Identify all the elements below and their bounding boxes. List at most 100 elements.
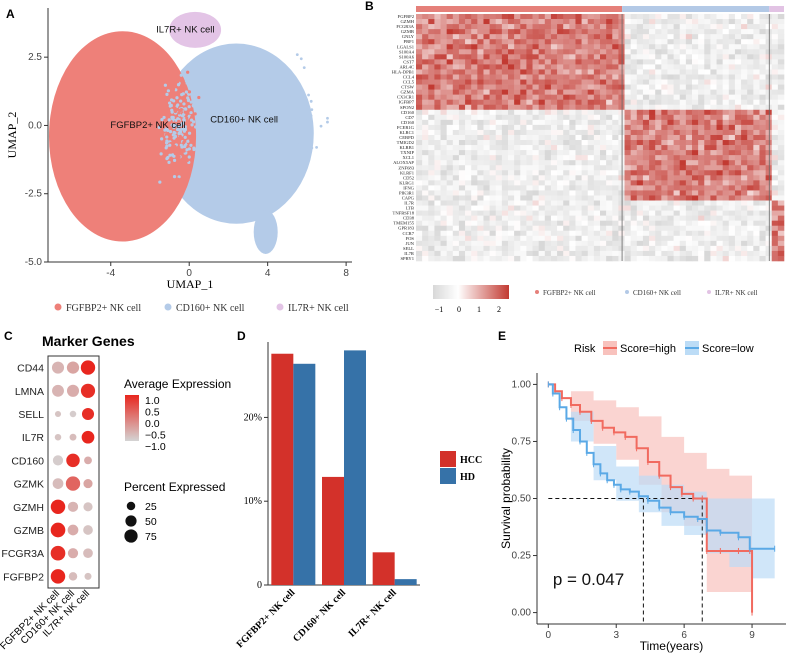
- heatmap-cell: [428, 155, 435, 161]
- heatmap-cell: [428, 49, 435, 55]
- heatmap-cell: [428, 225, 435, 232]
- heatmap-cell: [704, 94, 711, 100]
- heatmap-cell: [416, 14, 423, 20]
- umap-point: [176, 83, 181, 87]
- heatmap-cell: [581, 230, 589, 237]
- heatmap-cell: [667, 54, 674, 60]
- heatmap-cell: [771, 134, 779, 141]
- heatmap-cell: [747, 245, 754, 252]
- heatmap-cell: [636, 39, 644, 45]
- umap-point: [170, 98, 174, 102]
- heatmap-cell: [606, 74, 613, 80]
- heatmap-cell: [501, 245, 509, 252]
- heatmap-cell: [526, 235, 533, 242]
- heatmap-cell: [550, 104, 558, 111]
- umap-point: [296, 120, 300, 124]
- heatmap-cell: [753, 99, 760, 106]
- heatmap-cell: [489, 190, 497, 196]
- heatmap-cell: [777, 119, 785, 126]
- heatmap-cell: [471, 59, 478, 65]
- heatmap-cell: [771, 99, 779, 106]
- heatmap-cell: [489, 185, 497, 191]
- heatmap-cell: [753, 185, 760, 191]
- heatmap-cell: [606, 220, 613, 227]
- heatmap-cell: [520, 200, 527, 206]
- dot-mark: [67, 524, 79, 536]
- heatmap-cell: [618, 94, 625, 100]
- heatmap-cell: [753, 160, 760, 166]
- heatmap-cell: [642, 114, 650, 121]
- heatmap-cell: [557, 225, 564, 232]
- dotplot-title: Marker Genes: [42, 333, 135, 349]
- heatmap-cell: [698, 89, 705, 95]
- heatmap-cell: [593, 104, 601, 111]
- heatmap-cell: [440, 134, 447, 141]
- heatmap-cell: [710, 145, 717, 151]
- heatmap-cell: [679, 215, 687, 221]
- heatmap-cell: [563, 180, 570, 186]
- heatmap-cell: [618, 119, 625, 126]
- heatmap-cell: [716, 245, 723, 252]
- heatmap-cell: [550, 129, 558, 136]
- heatmap-cell: [593, 240, 601, 247]
- heatmap-cell: [765, 24, 773, 30]
- umap-point: [174, 123, 178, 127]
- heatmap-cell: [667, 79, 674, 85]
- heatmap-cell: [655, 134, 662, 141]
- heatmap-cell: [544, 160, 552, 166]
- heatmap-cell: [508, 124, 515, 131]
- heatmap-cell: [765, 140, 773, 146]
- umap-point: [292, 107, 296, 111]
- heatmap-cell: [416, 200, 423, 206]
- heatmap-cell: [612, 175, 619, 181]
- color-scale-tick: 2: [497, 305, 501, 314]
- heatmap-cell: [489, 109, 497, 116]
- heatmap-cell: [741, 205, 748, 211]
- umap-point: [290, 103, 294, 107]
- heatmap-cell: [728, 94, 736, 100]
- heatmap-cell: [679, 29, 687, 35]
- heatmap-cell: [465, 124, 472, 131]
- heatmap-cell: [692, 84, 699, 90]
- heatmap-cell: [667, 84, 674, 90]
- umap-point: [183, 125, 187, 129]
- heatmap-cell: [501, 24, 509, 30]
- heatmap-cell: [630, 215, 638, 221]
- heatmap-cell: [698, 74, 705, 80]
- heatmap-cell: [704, 84, 711, 90]
- umap-point: [179, 73, 183, 77]
- heatmap-cell: [606, 124, 613, 131]
- heatmap-cell: [495, 34, 503, 40]
- heatmap-cell: [557, 200, 564, 206]
- heatmap-cell: [532, 230, 539, 237]
- heatmap-cell: [526, 124, 533, 131]
- heatmap-cell: [698, 210, 705, 216]
- heatmap-cell: [771, 124, 779, 131]
- umap-point: [165, 81, 170, 85]
- heatmap-cell: [679, 119, 687, 126]
- heatmap-cell: [649, 255, 656, 262]
- heatmap-cell: [495, 150, 503, 156]
- umap-point: [269, 172, 273, 176]
- color-legend-tick: 0.5: [145, 407, 160, 419]
- heatmap-cell: [777, 220, 785, 227]
- heatmap-cell: [593, 19, 601, 25]
- heatmap-cell: [520, 109, 527, 116]
- heatmap-cell: [704, 195, 711, 201]
- size-legend-dot: [126, 501, 136, 511]
- heatmap-cell: [771, 109, 779, 116]
- heatmap-cell: [710, 84, 717, 90]
- heatmap-cell: [747, 84, 754, 90]
- heatmap-cell: [630, 94, 638, 100]
- heatmap-cell: [704, 29, 711, 35]
- gene-label: IL7R: [404, 201, 415, 206]
- heatmap-cell: [452, 210, 460, 216]
- heatmap-cell: [710, 94, 717, 100]
- heatmap-cell: [520, 235, 527, 242]
- heatmap-cell: [465, 59, 472, 65]
- legend-label: HD: [460, 472, 475, 483]
- heatmap-cell: [477, 129, 484, 136]
- heatmap-cell: [624, 245, 631, 252]
- color-legend-tick: −0.5: [145, 430, 166, 442]
- heatmap-cell: [618, 170, 625, 176]
